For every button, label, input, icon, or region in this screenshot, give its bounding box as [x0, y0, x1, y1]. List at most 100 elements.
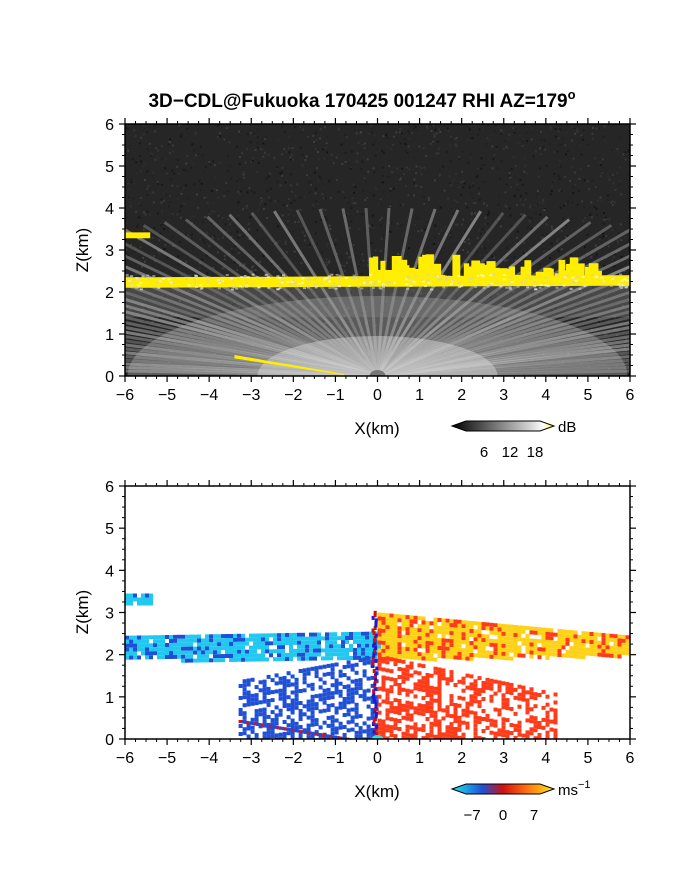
- noise-pixel: [149, 192, 152, 195]
- noise-pixel: [297, 221, 300, 223]
- band-speckle: [482, 286, 486, 289]
- noise-pixel: [325, 303, 328, 306]
- noise-pixel: [169, 320, 172, 323]
- noise-pixel: [553, 180, 556, 183]
- velocity-pixel: [545, 643, 550, 648]
- velocity-pixel: [341, 636, 345, 641]
- noise-pixel: [152, 171, 155, 174]
- velocity-pixel: [513, 711, 518, 716]
- streak-pixel: [279, 726, 284, 730]
- noise-pixel: [381, 181, 384, 184]
- velocity-pixel: [457, 639, 462, 644]
- noise-pixel: [546, 243, 549, 246]
- velocity-pixel: [409, 639, 414, 644]
- y-tick-label: 2: [105, 285, 114, 302]
- velocity-pixel: [313, 640, 317, 645]
- noise-pixel: [127, 182, 130, 185]
- noise-pixel: [571, 165, 574, 168]
- velocity-pixel: [325, 652, 329, 657]
- noise-pixel: [146, 170, 149, 173]
- velocity-pixel: [393, 622, 398, 626]
- noise-pixel: [165, 308, 168, 311]
- noise-pixel: [530, 271, 533, 274]
- band-speckle: [333, 282, 336, 285]
- noise-pixel: [209, 163, 212, 166]
- noise-pixel: [500, 133, 503, 135]
- velocity-pixel: [553, 720, 558, 725]
- velocity-pixel: [177, 634, 181, 639]
- noise-pixel: [148, 142, 151, 145]
- noise-pixel: [620, 193, 623, 196]
- noise-pixel: [586, 234, 589, 236]
- velocity-pixel: [354, 686, 359, 691]
- velocity-pixel: [505, 644, 510, 649]
- velocity-pixel: [345, 648, 349, 652]
- noise-pixel: [466, 206, 469, 209]
- velocity-pixel: [365, 643, 369, 648]
- noise-pixel: [146, 231, 149, 234]
- noise-pixel: [591, 132, 594, 135]
- velocity-pixel: [278, 676, 283, 681]
- velocity-pixel: [141, 593, 145, 598]
- noise-pixel: [425, 191, 427, 194]
- velocity-pixel: [330, 675, 335, 680]
- noise-pixel: [559, 143, 562, 146]
- noise-pixel: [262, 254, 265, 257]
- velocity-pixel: [250, 697, 255, 702]
- velocity-pixel: [310, 702, 315, 707]
- noise-pixel: [396, 345, 399, 348]
- noise-pixel: [386, 297, 389, 300]
- noise-pixel: [519, 134, 522, 137]
- velocity-pixel: [269, 633, 273, 638]
- velocity-pixel: [545, 730, 550, 735]
- velocity-pixel: [601, 653, 606, 658]
- velocity-pixel: [413, 635, 418, 640]
- velocity-pixel: [505, 648, 510, 653]
- velocity-pixel: [597, 632, 602, 637]
- velocity-pixel: [342, 697, 347, 701]
- velocity-pixel: [477, 716, 482, 721]
- noise-pixel: [370, 242, 373, 245]
- noise-pixel: [478, 255, 481, 257]
- velocity-pixel: [181, 638, 185, 643]
- noise-pixel: [217, 237, 220, 240]
- velocity-pixel: [229, 638, 233, 642]
- noise-pixel: [342, 207, 345, 210]
- noise-pixel: [475, 313, 478, 316]
- velocity-pixel: [346, 712, 351, 717]
- velocity-pixel: [437, 731, 442, 736]
- velocity-pixel: [481, 626, 486, 631]
- velocity-pixel: [593, 648, 598, 653]
- noise-pixel: [468, 242, 471, 245]
- velocity-pixel: [266, 734, 271, 739]
- noise-pixel: [168, 205, 171, 208]
- noise-pixel: [408, 168, 411, 171]
- velocity-pixel: [517, 696, 522, 701]
- noise-pixel: [238, 130, 240, 133]
- velocity-pixel: [397, 711, 402, 715]
- noise-pixel: [455, 172, 458, 175]
- velocity-pixel: [381, 616, 386, 621]
- velocity-pixel: [537, 655, 542, 660]
- noise-pixel: [299, 300, 302, 303]
- noise-pixel: [273, 306, 276, 309]
- velocity-pixel: [561, 633, 566, 638]
- noise-pixel: [344, 152, 347, 154]
- noise-pixel: [294, 261, 297, 264]
- velocity-pixel: [421, 644, 426, 649]
- velocity-pixel: [577, 646, 582, 651]
- radial-beam: [125, 274, 379, 376]
- velocity-pixel: [385, 653, 390, 658]
- noise-pixel: [465, 157, 468, 160]
- noise-pixel: [181, 133, 184, 136]
- velocity-pixel: [433, 670, 438, 675]
- plume-column: [372, 256, 379, 280]
- band-speckle: [507, 284, 511, 287]
- noise-pixel: [624, 235, 627, 238]
- noise-pixel: [445, 252, 448, 255]
- velocity-pixel: [541, 717, 546, 722]
- radial-beam: [377, 290, 630, 376]
- noise-pixel: [325, 142, 328, 145]
- velocity-pixel: [298, 733, 303, 737]
